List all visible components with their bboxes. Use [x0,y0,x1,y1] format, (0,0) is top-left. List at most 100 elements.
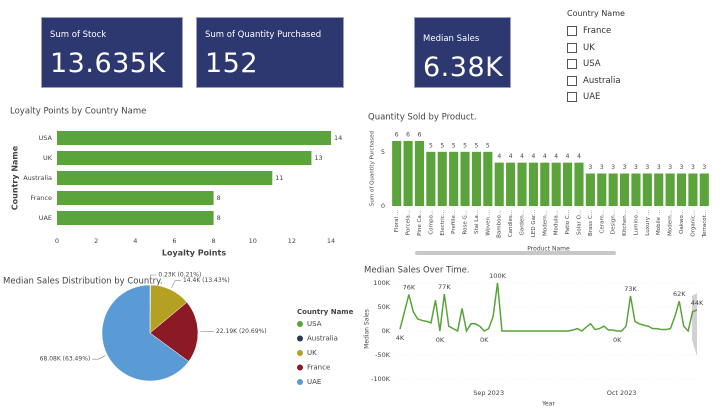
x-tick-label: Sep 2023 [473,389,504,397]
x-tick-label: Porcela... [406,210,412,235]
bar [403,141,413,206]
bar [57,191,214,205]
forecast-band [692,293,697,356]
slicer-option[interactable]: UAE [567,89,625,106]
card-label: Sum of Quantity Purchased [205,30,322,40]
x-tick-label: Floral ... [394,210,400,232]
slicer-option[interactable]: UK [567,40,625,57]
scrollbar[interactable] [415,251,616,255]
checkbox[interactable] [567,26,577,37]
x-tick-label: 8 [212,237,216,245]
x-tick-label: Rose G... [463,210,469,235]
y-tick-label: UK [43,154,53,162]
data-label: 3 [634,164,638,171]
chart-title: Median Sales Over Time. [364,266,470,276]
data-label: 6 [406,132,410,139]
bar [688,173,698,206]
checkbox[interactable] [567,75,577,86]
data-label: 13 [314,154,322,162]
y-tick-label: 0K [382,327,391,335]
y-tick-label: -100K [371,375,391,383]
x-axis-title: Year [541,401,555,408]
bar [608,173,618,206]
data-label: 22.19K (20.69%) [216,328,267,335]
data-label: 3 [657,164,661,171]
card-value: 6.38K [423,52,504,83]
x-tick-label: Oct 2023 [607,389,637,397]
slicer-option[interactable]: USA [567,56,625,73]
chart-title: Median Sales Distribution by Country. [3,277,163,287]
card-label: Median Sales [423,34,480,44]
checkbox[interactable] [567,92,577,103]
leader-line [92,355,106,360]
bar [426,151,436,206]
bar [392,141,402,206]
leader-line [171,280,181,288]
slicer-title: Country Name [567,9,625,18]
legend-label: UK [307,349,317,357]
x-tick-label: 2 [94,237,98,245]
y-tick-label: -50K [375,351,391,359]
checkbox[interactable] [567,42,577,53]
x-tick-label: Pine Ca... [417,210,423,236]
bar [437,151,447,206]
x-tick-label: Lumino... [633,210,639,236]
x-tick-label: LED Gar... [531,210,537,237]
data-label: 3 [702,164,706,171]
slicer-option[interactable]: France [567,23,625,40]
leader-line [150,274,157,284]
x-tick-label: Solar O... [576,210,582,235]
line [399,282,698,334]
option-label: USA [583,59,601,70]
data-label: 3 [691,164,695,171]
option-label: UK [583,42,595,53]
x-tick-label: Brass C... [588,210,594,236]
data-label: 6 [395,132,399,139]
legend-swatch [297,321,303,327]
legend-label: USA [307,320,322,328]
pie-slice [149,301,199,362]
x-tick-label: 10 [249,237,257,245]
chart-title: Quantity Sold by Product. [368,113,477,123]
bar [494,162,504,206]
checkbox[interactable] [567,59,577,70]
bar [460,151,470,206]
data-label: 4 [520,153,524,160]
data-label: 68.08K (63.49%) [40,356,91,363]
bar [676,173,687,206]
x-tick-label: Compo... [428,210,434,235]
data-label: 0K [613,336,622,344]
data-label: 76K [403,284,416,292]
x-axis-title: Product Name [527,246,570,253]
x-tick-label: Patio C... [565,210,571,235]
x-tick-label: 4 [133,237,137,245]
x-tick-label: Garden... [520,210,526,236]
x-tick-label: Electric... [440,210,446,236]
bar [597,173,607,206]
bar [517,162,527,206]
bar [471,151,482,206]
data-label: 4 [554,153,558,160]
y-axis-title: Median Sales [364,309,371,349]
x-tick-label: Luxury ... [645,210,651,236]
legend-label: Australia [307,335,338,343]
data-label: 11 [275,174,283,182]
data-label: 100K [489,272,506,280]
x-axis-title: Loyalty Points [162,249,226,258]
bar [449,151,459,206]
bar [57,171,273,185]
data-label: 3 [611,164,615,171]
x-tick-label: Woven ... [485,210,491,236]
bar [57,211,214,225]
kpi-card: Sum of Stock 13.635K [41,17,183,88]
slicer-option[interactable]: Australia [567,73,625,90]
legend-title: Country Name [297,308,354,316]
data-label: 5 [475,142,479,149]
bar [540,162,550,206]
bar [654,173,664,206]
kpi-card: Median Sales 6.38K [414,17,511,88]
bar [574,162,584,206]
data-label: 5 [463,142,467,149]
option-label: France [583,26,612,37]
